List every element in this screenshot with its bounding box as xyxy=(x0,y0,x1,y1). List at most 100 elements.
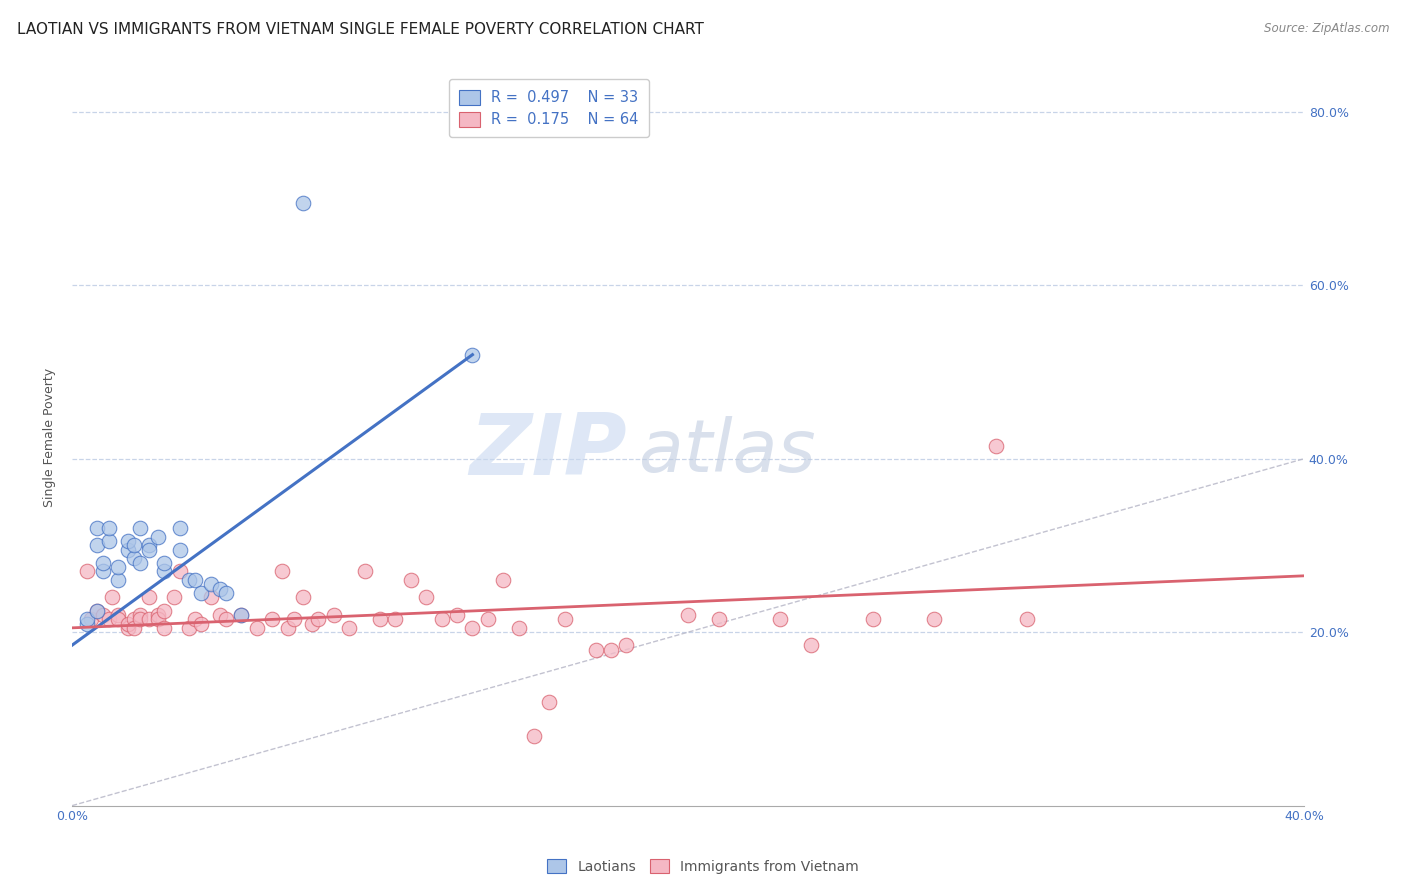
Point xyxy=(153,556,176,570)
Point xyxy=(91,556,114,570)
Point xyxy=(91,565,114,579)
Point xyxy=(430,612,453,626)
Point xyxy=(292,591,315,605)
Point xyxy=(91,607,114,622)
Point xyxy=(477,612,499,626)
Point xyxy=(277,621,299,635)
Point xyxy=(179,621,201,635)
Point xyxy=(353,565,375,579)
Point xyxy=(153,603,176,617)
Point xyxy=(179,573,201,587)
Point xyxy=(86,539,108,553)
Text: ZIP: ZIP xyxy=(468,410,627,493)
Point xyxy=(148,607,170,622)
Point xyxy=(492,573,515,587)
Point xyxy=(1015,612,1038,626)
Point xyxy=(585,642,607,657)
Point xyxy=(461,621,484,635)
Point xyxy=(676,607,699,622)
Point xyxy=(292,196,315,211)
Point xyxy=(446,607,468,622)
Point xyxy=(554,612,576,626)
Point xyxy=(128,612,150,626)
Point xyxy=(122,621,145,635)
Y-axis label: Single Female Poverty: Single Female Poverty xyxy=(44,368,56,507)
Point xyxy=(98,521,121,535)
Point xyxy=(169,521,191,535)
Point xyxy=(399,573,422,587)
Point xyxy=(153,565,176,579)
Point xyxy=(107,612,129,626)
Point xyxy=(86,521,108,535)
Point xyxy=(190,586,212,600)
Point xyxy=(122,551,145,566)
Point xyxy=(86,603,108,617)
Point xyxy=(301,616,323,631)
Point xyxy=(368,612,391,626)
Point xyxy=(107,607,129,622)
Point xyxy=(163,591,186,605)
Point xyxy=(79,612,101,626)
Point xyxy=(122,612,145,626)
Point xyxy=(148,530,170,544)
Legend: R =  0.497    N = 33, R =  0.175    N = 64: R = 0.497 N = 33, R = 0.175 N = 64 xyxy=(449,79,648,137)
Point xyxy=(215,586,238,600)
Point xyxy=(138,542,160,557)
Point xyxy=(117,621,139,635)
Point xyxy=(128,521,150,535)
Point xyxy=(208,607,231,622)
Point xyxy=(523,729,546,743)
Point xyxy=(138,591,160,605)
Text: Source: ZipAtlas.com: Source: ZipAtlas.com xyxy=(1264,22,1389,36)
Point xyxy=(924,612,946,626)
Point xyxy=(800,638,823,652)
Point xyxy=(208,582,231,596)
Point xyxy=(122,539,145,553)
Point xyxy=(98,612,121,626)
Point xyxy=(200,577,222,591)
Point xyxy=(600,642,623,657)
Point xyxy=(153,621,176,635)
Point xyxy=(283,612,305,626)
Point xyxy=(190,616,212,631)
Point xyxy=(707,612,730,626)
Point xyxy=(384,612,406,626)
Point xyxy=(769,612,792,626)
Point xyxy=(107,560,129,574)
Point xyxy=(107,573,129,587)
Point xyxy=(138,539,160,553)
Point xyxy=(98,534,121,549)
Point xyxy=(117,542,139,557)
Point xyxy=(984,439,1007,453)
Point xyxy=(616,638,638,652)
Point xyxy=(184,573,207,587)
Point xyxy=(308,612,330,626)
Point xyxy=(128,607,150,622)
Point xyxy=(262,612,284,626)
Point xyxy=(138,612,160,626)
Point xyxy=(184,612,207,626)
Point xyxy=(246,621,269,635)
Point xyxy=(215,612,238,626)
Point xyxy=(538,694,561,708)
Point xyxy=(101,591,124,605)
Point xyxy=(337,621,360,635)
Point xyxy=(270,565,292,579)
Point xyxy=(76,565,98,579)
Point xyxy=(231,607,253,622)
Text: atlas: atlas xyxy=(638,417,815,487)
Point xyxy=(415,591,437,605)
Point xyxy=(862,612,884,626)
Point xyxy=(508,621,530,635)
Point xyxy=(461,348,484,362)
Legend: Laotians, Immigrants from Vietnam: Laotians, Immigrants from Vietnam xyxy=(540,852,866,880)
Text: LAOTIAN VS IMMIGRANTS FROM VIETNAM SINGLE FEMALE POVERTY CORRELATION CHART: LAOTIAN VS IMMIGRANTS FROM VIETNAM SINGL… xyxy=(17,22,704,37)
Point xyxy=(148,612,170,626)
Point xyxy=(76,616,98,631)
Point xyxy=(86,603,108,617)
Point xyxy=(117,534,139,549)
Point xyxy=(128,556,150,570)
Point xyxy=(200,591,222,605)
Point xyxy=(76,612,98,626)
Point xyxy=(169,565,191,579)
